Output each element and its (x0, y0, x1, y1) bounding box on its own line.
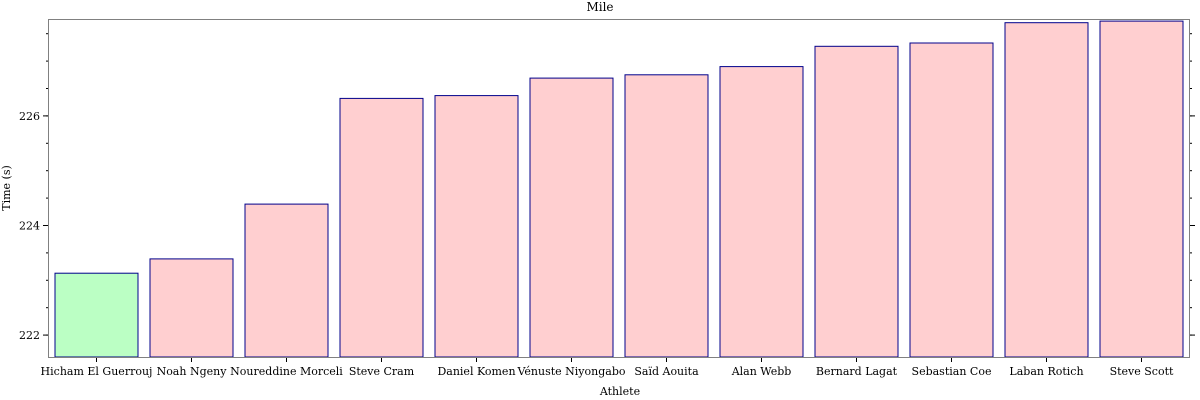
y-tick-label: 226 (19, 110, 40, 123)
x-tick-label: Laban Rotich (1009, 365, 1083, 378)
x-tick-label: Alan Webb (731, 365, 792, 378)
plot-frame (48, 19, 1190, 358)
x-tick-label: Bernard Lagat (816, 365, 898, 378)
bar (814, 45, 899, 358)
bar (909, 42, 994, 358)
bar (624, 74, 709, 358)
x-tick-label: Sebastian Coe (912, 365, 992, 378)
x-tick-label: Saïd Aouita (634, 365, 699, 378)
bar (244, 203, 329, 358)
chart-title: Mile (586, 0, 613, 14)
x-axis: Hicham El Guerrouj Noah Ngeny Noureddine M… (41, 357, 1174, 378)
bar (719, 66, 804, 358)
bar (339, 97, 424, 358)
x-tick-label: Noah Ngeny (157, 365, 228, 378)
bar (434, 95, 519, 358)
bar (1004, 22, 1089, 358)
y-axis-label: Time (s) (0, 165, 13, 211)
y-tick-label: 224 (19, 219, 40, 232)
x-tick-label: Noureddine Morceli (230, 365, 343, 378)
x-axis-label: Athlete (599, 385, 640, 398)
x-tick-label: Steve Scott (1110, 365, 1174, 378)
bar (54, 272, 139, 358)
bars-group (54, 20, 1184, 358)
x-tick-label: Vénuste Niyongabo (516, 365, 625, 378)
x-tick-label: Hicham El Guerrouj (41, 365, 153, 378)
x-tick-label: Daniel Komen (437, 365, 515, 378)
y-tick-label: 222 (19, 329, 40, 342)
bar (1099, 20, 1184, 358)
bar (529, 77, 614, 358)
x-tick-label: Steve Cram (349, 365, 415, 378)
bar (149, 258, 234, 358)
